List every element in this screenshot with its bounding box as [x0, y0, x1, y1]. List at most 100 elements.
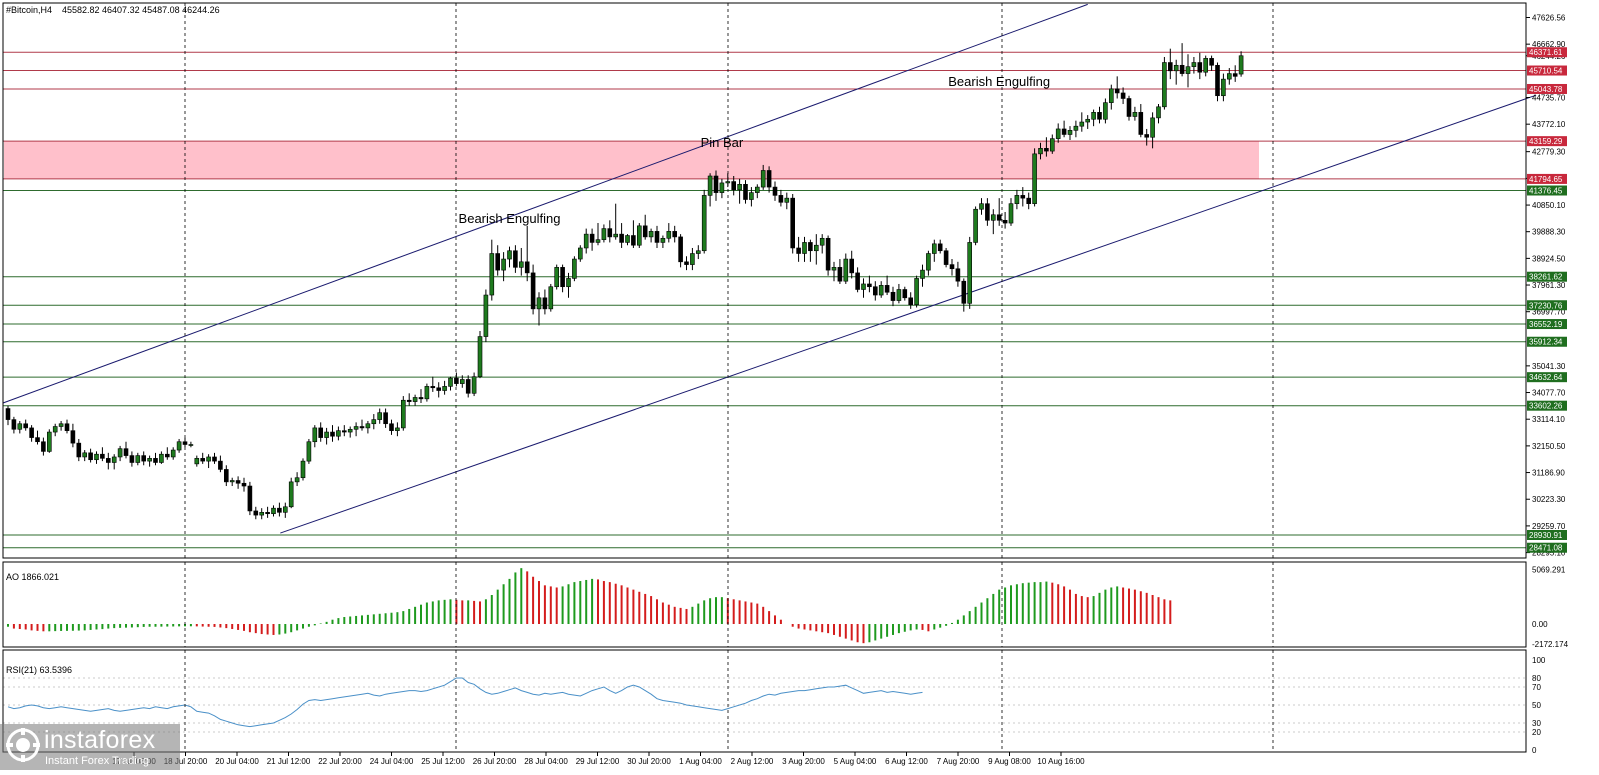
- ao-tick-label: 0.00: [1532, 620, 1548, 629]
- candle-body: [282, 506, 288, 513]
- candle: [701, 189, 707, 254]
- candle: [1150, 112, 1155, 149]
- x-tick-label: 10 Aug 16:00: [1037, 757, 1085, 766]
- candle: [524, 225, 530, 282]
- pattern-annotation: Pin Bar: [701, 135, 744, 150]
- candle: [265, 506, 270, 518]
- candle-body: [1227, 73, 1232, 80]
- x-tick-label: 28 Jul 04:00: [524, 757, 568, 766]
- candle: [141, 451, 146, 466]
- rsi-tick-label: 100: [1532, 656, 1546, 665]
- candle-body: [1073, 125, 1079, 131]
- candle: [784, 192, 790, 210]
- resistance-level-badge-label: 45043.78: [1529, 85, 1563, 94]
- candle: [890, 286, 896, 307]
- candle-body: [123, 448, 129, 456]
- candle-body: [996, 214, 1002, 221]
- candle: [926, 250, 931, 276]
- candle-body: [471, 376, 477, 394]
- candle: [70, 423, 76, 448]
- candle-body: [536, 297, 542, 310]
- candle: [294, 472, 300, 487]
- candle-body: [837, 267, 843, 282]
- resistance-level-badge: [1527, 173, 1567, 184]
- candle-body: [719, 182, 725, 193]
- candle-body: [501, 258, 506, 271]
- candle-body: [654, 231, 660, 243]
- rsi-title: RSI(21) 63.5396: [6, 665, 72, 675]
- candle-body: [872, 286, 878, 296]
- resistance-level-badge-label: 46371.61: [1529, 48, 1563, 57]
- candle: [560, 264, 565, 293]
- candle: [1162, 56, 1167, 110]
- candle-body: [64, 423, 70, 431]
- candle-body: [796, 247, 801, 254]
- ao-panel-frame: [2, 561, 1527, 648]
- candle-body: [867, 283, 872, 288]
- candle: [1061, 120, 1067, 138]
- candle-body: [678, 236, 683, 263]
- candle: [1144, 128, 1149, 146]
- candle-body: [660, 237, 666, 243]
- candle: [218, 455, 223, 473]
- candle-body: [141, 455, 146, 462]
- candle: [737, 178, 742, 204]
- candle: [760, 164, 766, 190]
- candle-body: [383, 412, 388, 425]
- candle: [1032, 148, 1037, 207]
- support-level-badge: [1527, 372, 1567, 383]
- candle-body: [819, 237, 825, 246]
- candle-body: [524, 261, 530, 274]
- candle: [442, 380, 447, 395]
- candle: [554, 264, 560, 290]
- candle: [766, 166, 772, 193]
- support-level-badge-label: 35912.34: [1529, 338, 1563, 347]
- candle-body: [1002, 219, 1008, 224]
- candle: [896, 283, 902, 304]
- candle: [324, 427, 329, 445]
- candle-body: [1061, 128, 1067, 135]
- x-tick-label: 2 Aug 12:00: [731, 757, 774, 766]
- candle: [990, 209, 996, 235]
- candle-body: [247, 485, 253, 512]
- x-tick-label: 18 Jul 20:00: [164, 757, 208, 766]
- candle-body: [212, 456, 217, 462]
- price-tick-label: 42779.30: [1532, 148, 1566, 157]
- candle: [424, 383, 430, 402]
- candle: [518, 247, 524, 276]
- candle: [1050, 134, 1055, 154]
- price-tick-label: 36997.70: [1532, 308, 1566, 317]
- candle: [955, 261, 961, 287]
- x-tick-label: 3 Aug 20:00: [782, 757, 825, 766]
- price-tick-label: 29259.70: [1532, 522, 1566, 531]
- candle-body: [955, 268, 961, 282]
- candle: [129, 451, 135, 467]
- rsi-panel-frame: [2, 649, 1527, 753]
- x-tick-label: 7 Aug 20:00: [937, 757, 980, 766]
- candle-body: [259, 512, 265, 516]
- candle-body: [76, 442, 82, 458]
- candle-body: [973, 208, 978, 243]
- candle-body: [23, 423, 29, 429]
- candle-body: [701, 195, 707, 252]
- candle-body: [430, 386, 436, 389]
- candle: [660, 235, 666, 248]
- candle-body: [725, 181, 731, 184]
- candle-body: [1168, 62, 1173, 72]
- candle-body: [1191, 62, 1197, 67]
- ao-tick-label: -2172.174: [1532, 640, 1569, 649]
- candle-body: [477, 336, 483, 377]
- candle-body: [82, 452, 87, 458]
- candle-body: [878, 285, 884, 296]
- candle-body: [589, 233, 595, 243]
- rsi-tick-label: 0: [1532, 746, 1537, 755]
- candle: [176, 438, 182, 453]
- candle-body: [88, 452, 93, 461]
- candle: [318, 422, 324, 442]
- candle: [1055, 123, 1061, 143]
- support-level-badge-label: 41376.45: [1529, 186, 1563, 195]
- candle-body: [808, 242, 813, 252]
- candle-body: [46, 431, 52, 452]
